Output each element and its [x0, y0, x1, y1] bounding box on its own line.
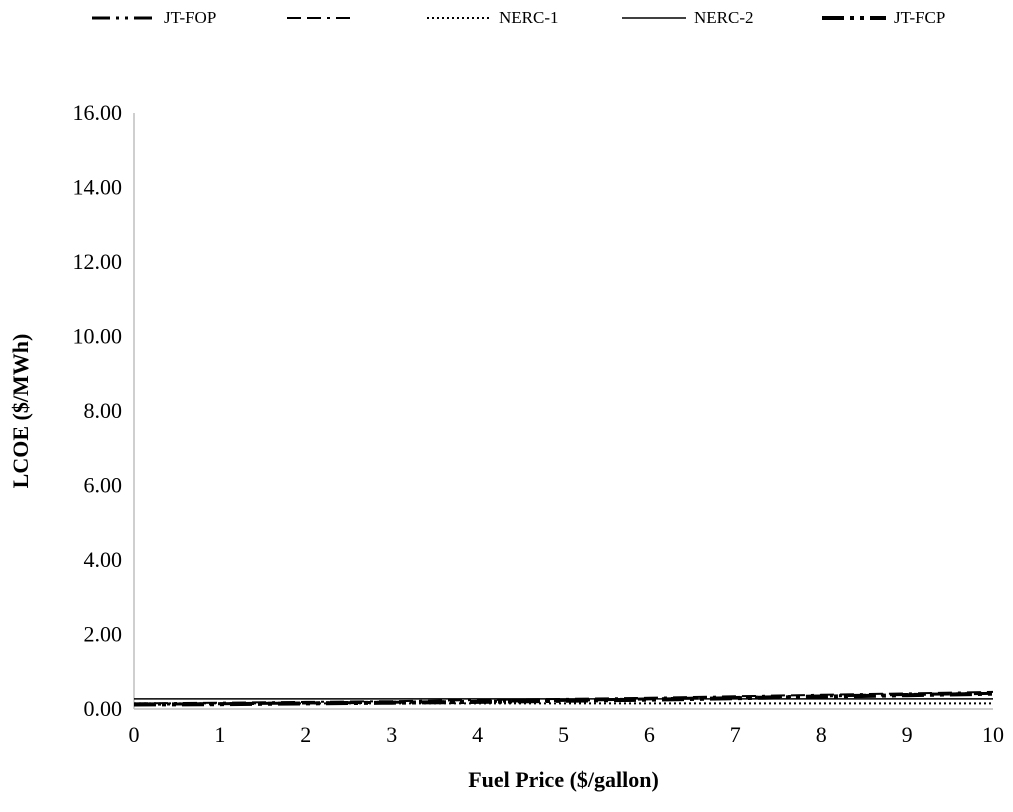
y-tick-label: 4.00 [84, 547, 123, 572]
legend-swatch [622, 17, 686, 19]
legend-label: JT-FOP [164, 8, 217, 27]
y-tick-label: 2.00 [84, 622, 123, 647]
x-tick-label: 6 [644, 722, 655, 747]
x-tick-label: 8 [816, 722, 827, 747]
y-tick-label: 6.00 [84, 473, 123, 498]
legend-swatch [822, 16, 886, 20]
y-axis-title: LCOE ($/MWh) [8, 334, 33, 489]
y-tick-label: 12.00 [73, 249, 123, 274]
legend-item [285, 8, 359, 28]
y-tick-label: 0.00 [84, 696, 123, 721]
legend-swatch [92, 16, 156, 20]
legend-item: NERC-2 [620, 8, 754, 28]
x-tick-label: 3 [386, 722, 397, 747]
legend-label: NERC-1 [499, 8, 559, 27]
legend-item: JT-FCP [820, 8, 945, 28]
y-tick-label: 14.00 [73, 175, 123, 200]
legend-item: NERC-1 [425, 8, 559, 28]
legend: JT-FOP NERC-1 NERC-2 JT-FCP [0, 0, 1013, 44]
legend-swatch [287, 17, 351, 19]
x-tick-label: 5 [558, 722, 569, 747]
legend-swatch [427, 17, 491, 19]
x-tick-label: 7 [730, 722, 741, 747]
x-tick-label: 0 [129, 722, 140, 747]
x-tick-label: 9 [902, 722, 913, 747]
legend-label: NERC-2 [694, 8, 754, 27]
y-tick-label: 8.00 [84, 398, 123, 423]
x-tick-label: 2 [300, 722, 311, 747]
y-tick-label: 10.00 [73, 324, 123, 349]
y-tick-label: 16.00 [73, 100, 123, 125]
series-line-1 [133, 691, 994, 706]
x-tick-label: 10 [982, 722, 1004, 747]
x-axis-title: Fuel Price ($/gallon) [468, 767, 659, 792]
legend-label: JT-FCP [894, 8, 946, 27]
x-tick-label: 1 [214, 722, 225, 747]
legend-item: JT-FOP [90, 8, 216, 28]
series-line-2 [133, 690, 994, 705]
x-tick-label: 4 [472, 722, 483, 747]
